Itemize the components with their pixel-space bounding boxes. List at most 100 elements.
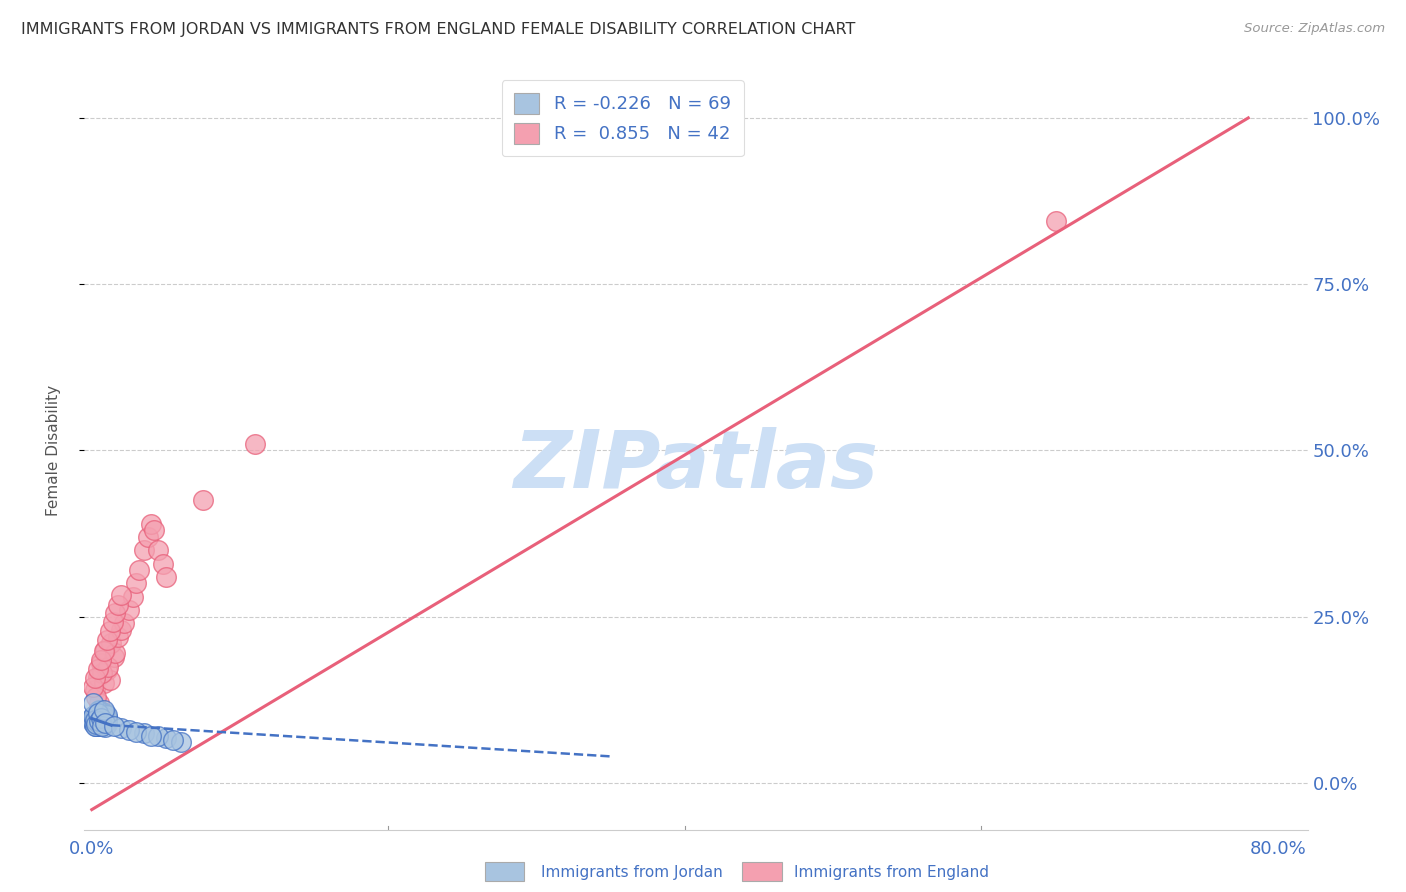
Point	[89, 696, 111, 710]
Point	[91, 719, 114, 733]
Point	[93, 644, 115, 658]
Point	[82, 711, 104, 725]
Point	[89, 704, 111, 718]
Point	[98, 624, 121, 639]
Point	[97, 659, 120, 673]
Point	[84, 719, 107, 733]
Point	[110, 623, 132, 637]
Point	[96, 713, 118, 727]
Point	[118, 603, 141, 617]
Point	[82, 709, 104, 723]
Point	[103, 649, 125, 664]
Point	[93, 676, 115, 690]
Point	[118, 723, 141, 738]
Point	[152, 557, 174, 571]
Point	[122, 590, 145, 604]
Text: ZIPatlas: ZIPatlas	[513, 426, 879, 505]
Point	[162, 732, 184, 747]
Point	[90, 713, 112, 727]
Point	[91, 714, 114, 728]
Point	[90, 713, 112, 727]
Point	[84, 716, 107, 731]
Point	[83, 714, 105, 729]
Point	[82, 709, 104, 723]
Point	[93, 718, 115, 732]
Point	[136, 530, 159, 544]
Point	[82, 680, 104, 694]
Point	[84, 714, 107, 728]
Point	[112, 616, 135, 631]
Y-axis label: Female Disability: Female Disability	[46, 384, 60, 516]
Point	[83, 671, 105, 685]
Point	[103, 719, 125, 733]
Point	[93, 710, 115, 724]
Point	[104, 607, 127, 621]
Point	[83, 712, 105, 726]
Point	[170, 735, 193, 749]
Point	[94, 714, 117, 729]
Point	[86, 706, 108, 721]
Point	[94, 717, 117, 731]
Point	[1045, 214, 1067, 228]
Point	[243, 437, 266, 451]
Point	[83, 713, 105, 727]
Point	[90, 706, 112, 721]
Point	[128, 563, 150, 577]
Point	[100, 636, 122, 650]
Point	[83, 710, 105, 724]
Point	[86, 662, 108, 676]
Point	[83, 719, 105, 733]
Point	[93, 711, 115, 725]
Point	[90, 711, 112, 725]
Point	[89, 714, 111, 728]
Point	[91, 715, 114, 730]
Point	[110, 722, 132, 736]
Point	[139, 730, 162, 744]
Point	[107, 598, 129, 612]
Point	[84, 719, 107, 733]
Point	[96, 711, 118, 725]
Point	[82, 714, 104, 728]
Point	[96, 663, 118, 677]
Point	[89, 714, 111, 728]
Point	[110, 589, 132, 603]
Point	[82, 716, 104, 731]
Point	[155, 570, 177, 584]
Point	[89, 708, 111, 723]
Point	[91, 717, 114, 731]
Point	[83, 682, 105, 697]
Point	[86, 704, 108, 718]
Point	[94, 714, 117, 729]
Point	[89, 703, 111, 717]
Point	[90, 707, 112, 722]
Point	[96, 633, 118, 648]
Point	[90, 653, 112, 667]
Point	[93, 708, 115, 723]
Point	[101, 615, 124, 629]
Legend: R = -0.226   N = 69, R =  0.855   N = 42: R = -0.226 N = 69, R = 0.855 N = 42	[502, 80, 744, 156]
Point	[86, 712, 108, 726]
Point	[86, 719, 108, 733]
Point	[96, 708, 118, 723]
Text: 80.0%: 80.0%	[1250, 839, 1306, 857]
Point	[139, 516, 162, 531]
Text: Source: ZipAtlas.com: Source: ZipAtlas.com	[1244, 22, 1385, 36]
Point	[143, 523, 166, 537]
Point	[94, 706, 117, 720]
Point	[91, 715, 114, 730]
Point	[148, 543, 170, 558]
Text: Immigrants from England: Immigrants from England	[794, 865, 990, 880]
Point	[96, 711, 118, 725]
Point	[98, 673, 121, 687]
Point	[86, 715, 108, 730]
Point	[148, 729, 170, 743]
Point	[90, 657, 112, 671]
Point	[125, 725, 148, 739]
Point	[93, 703, 115, 717]
Point	[93, 707, 115, 722]
Point	[94, 716, 117, 731]
Point	[86, 719, 108, 733]
Point	[83, 713, 105, 727]
Point	[82, 696, 104, 710]
Point	[191, 493, 214, 508]
